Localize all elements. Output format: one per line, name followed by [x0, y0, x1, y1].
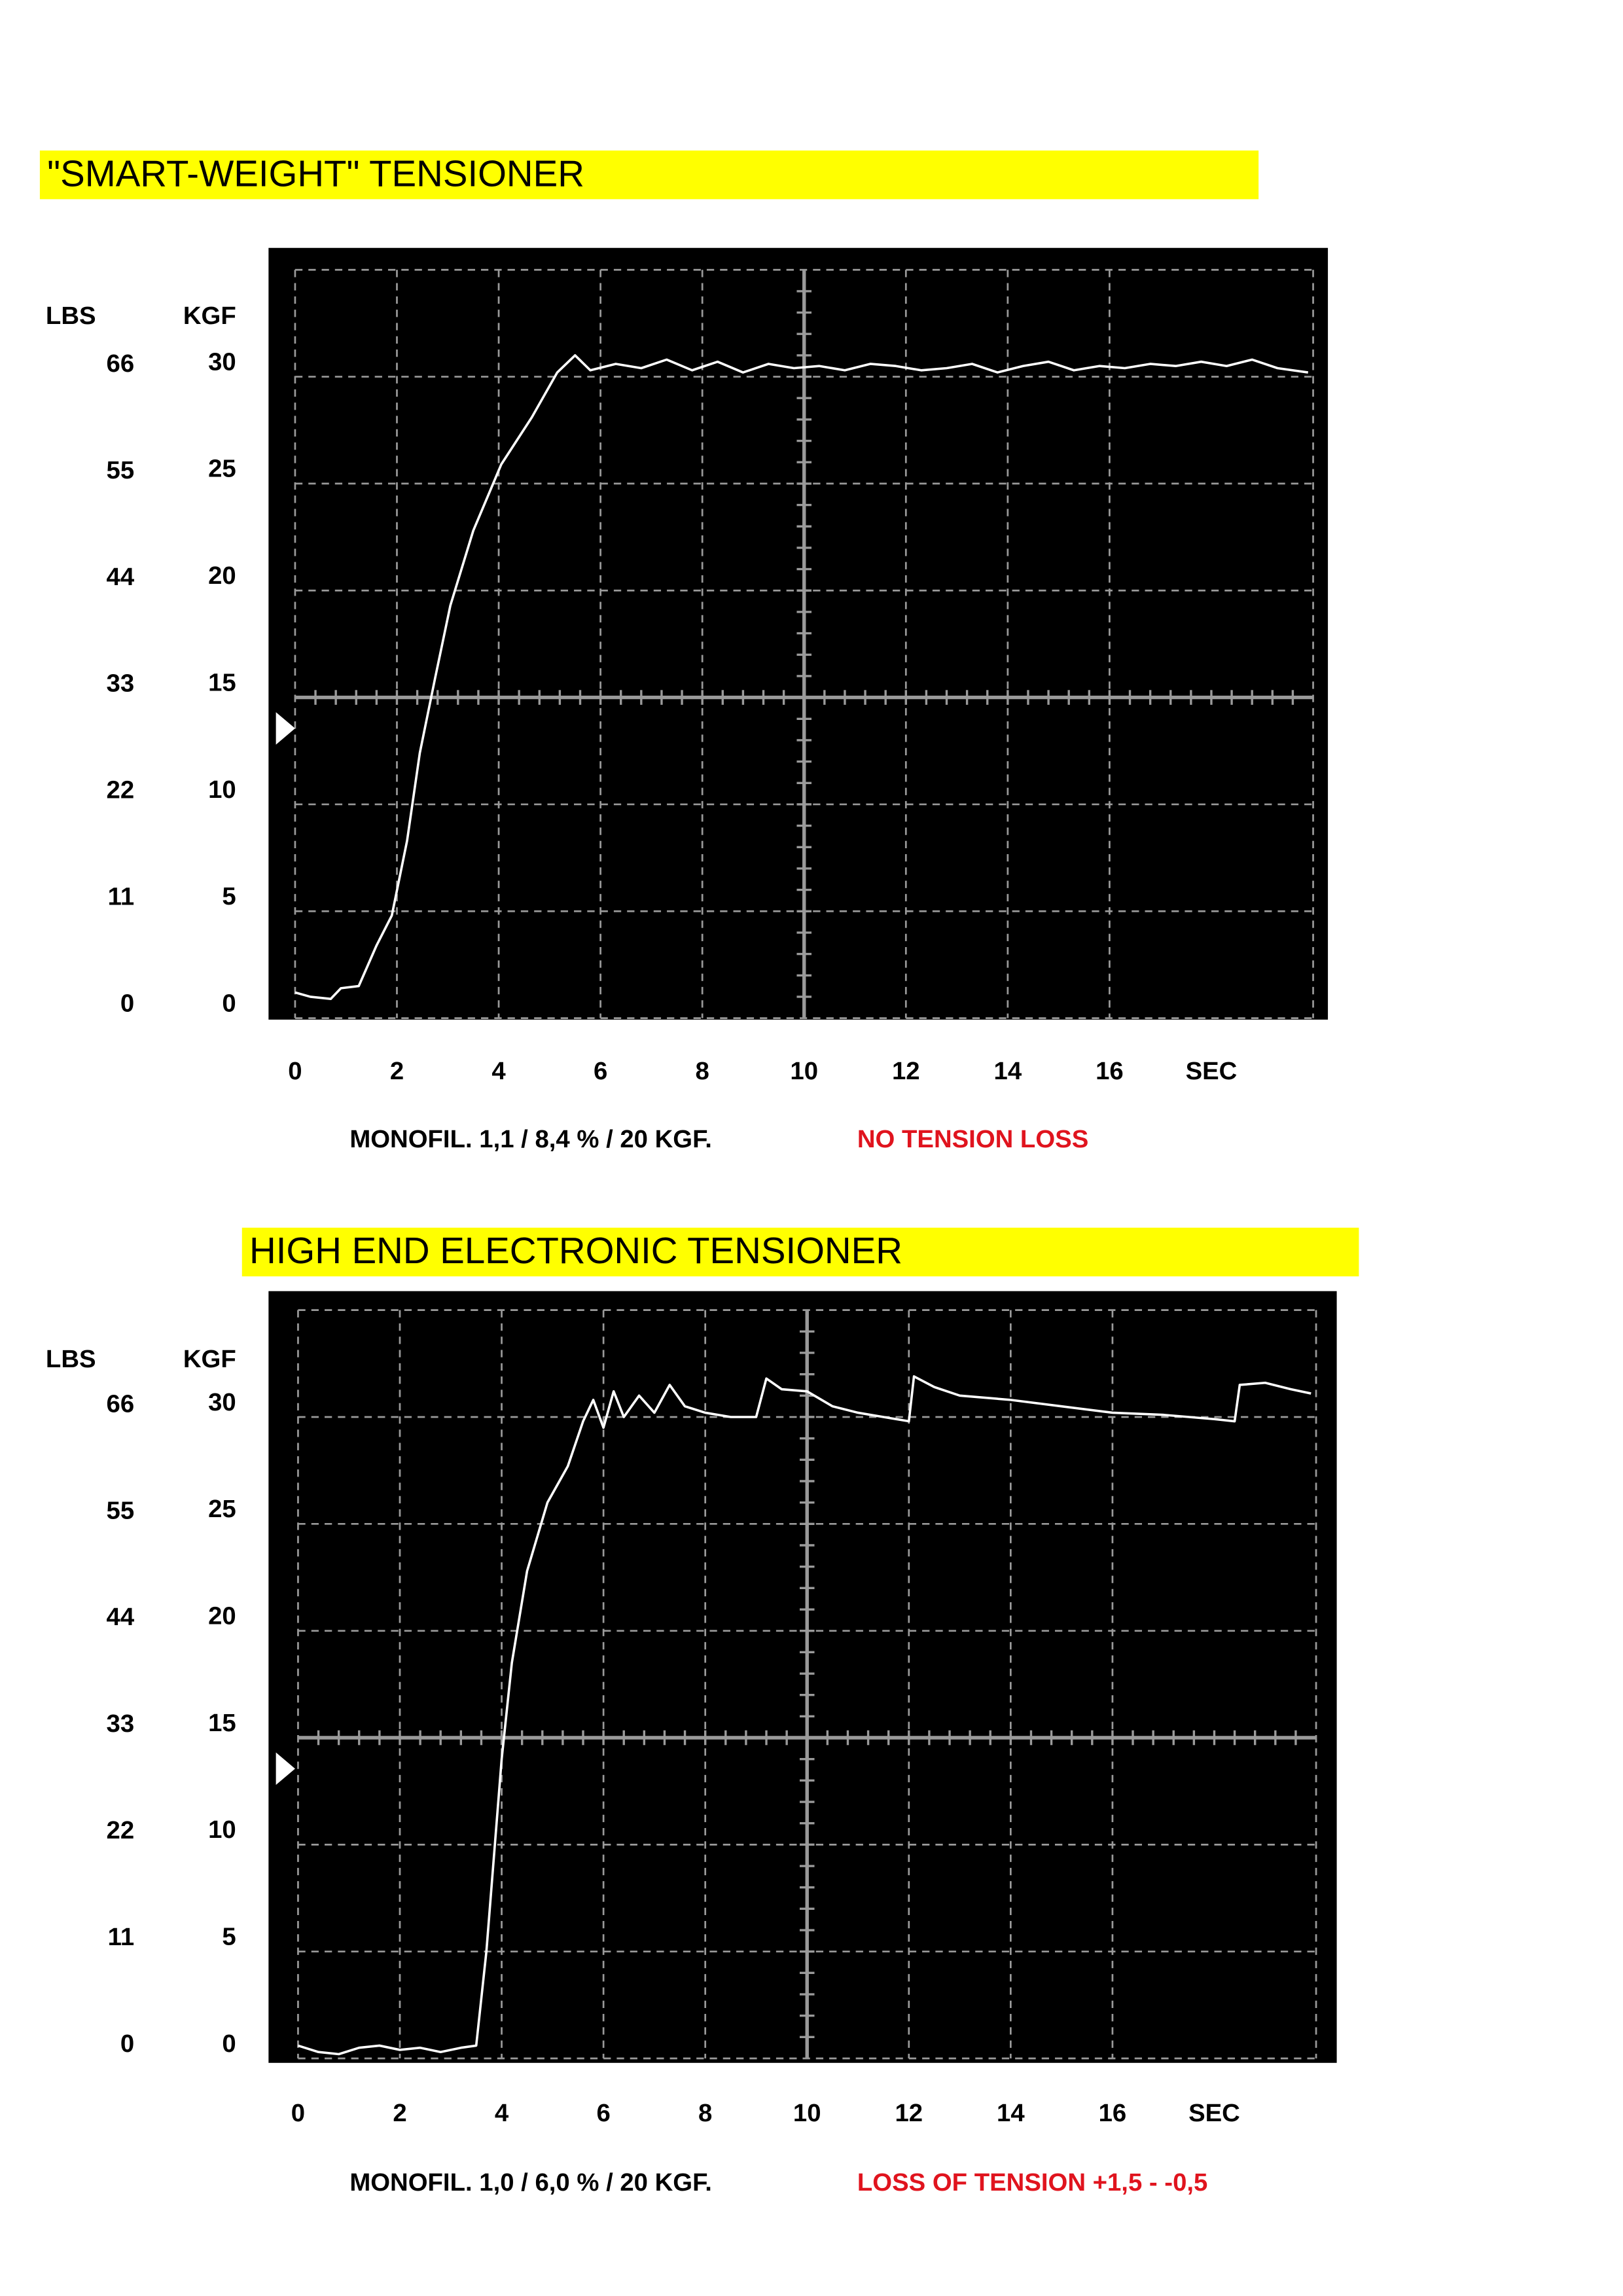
- y2-tick-label: 33: [107, 670, 135, 698]
- x-axis-label: SEC: [1186, 1057, 1238, 1085]
- x-tick-label: 8: [698, 2099, 712, 2127]
- y-tick-label: 5: [222, 882, 236, 910]
- x-tick-label: 4: [491, 1057, 506, 1085]
- y-tick-label: 0: [222, 2030, 236, 2058]
- x-tick-label: 4: [495, 2099, 509, 2127]
- x-tick-label: 10: [793, 2099, 821, 2127]
- x-tick-label: 6: [596, 2099, 610, 2127]
- x-tick-label: 2: [390, 1057, 404, 1085]
- y-tick-label: 20: [208, 562, 236, 590]
- y-tick-label: 25: [208, 1495, 236, 1523]
- note: LOSS OF TENSION +1,5 - -0,5: [857, 2168, 1207, 2197]
- trace: [297, 1375, 1311, 2056]
- y2-tick-label: 22: [107, 1816, 135, 1844]
- y2-tick-label: 44: [107, 563, 135, 591]
- chart-title: "SMART-WEIGHT" TENSIONER: [47, 152, 584, 194]
- note: NO TENSION LOSS: [857, 1125, 1088, 1153]
- y2-tick-label: 55: [107, 456, 135, 484]
- x-tick-label: 16: [1096, 1057, 1124, 1085]
- level-marker: [276, 1752, 295, 1785]
- x-tick-label: 14: [997, 2099, 1025, 2127]
- x-tick-label: 2: [393, 2099, 406, 2127]
- x-tick-label: 14: [994, 1057, 1022, 1085]
- y-tick-label: 15: [208, 668, 236, 696]
- x-tick-label: 0: [291, 2099, 305, 2127]
- y-tick-label: 20: [208, 1602, 236, 1630]
- y-tick-label: 10: [208, 776, 236, 804]
- y-axis-label: KGF: [183, 1345, 236, 1373]
- y-axis-label: KGF: [183, 302, 236, 330]
- caption: MONOFIL. 1,0 / 6,0 % / 20 KGF.: [349, 2168, 712, 2197]
- x-axis-label: SEC: [1188, 2099, 1240, 2127]
- x-tick-label: 16: [1099, 2099, 1127, 2127]
- y2-tick-label: 0: [120, 2030, 134, 2058]
- y2-tick-label: 55: [107, 1496, 135, 1524]
- y2-tick-label: 66: [107, 350, 135, 378]
- y-tick-label: 25: [208, 455, 236, 483]
- y2-axis-label: LBS: [46, 1345, 96, 1373]
- y2-tick-label: 11: [108, 1923, 135, 1951]
- chart-title: HIGH END ELECTRONIC TENSIONER: [249, 1230, 902, 1271]
- x-tick-label: 8: [696, 1057, 709, 1085]
- x-tick-label: 10: [790, 1057, 818, 1085]
- y2-tick-label: 22: [107, 776, 135, 804]
- y-tick-label: 15: [208, 1709, 236, 1737]
- title-bar: [39, 150, 1259, 200]
- x-tick-label: 6: [594, 1057, 607, 1085]
- y2-tick-label: 66: [107, 1390, 135, 1418]
- y-tick-label: 0: [222, 989, 236, 1017]
- y-tick-label: 30: [208, 348, 236, 376]
- y2-tick-label: 11: [108, 883, 135, 911]
- caption: MONOFIL. 1,1 / 8,4 % / 20 KGF.: [349, 1125, 712, 1153]
- level-marker: [276, 712, 295, 745]
- plot-screen: [268, 1291, 1337, 2063]
- title-bar: [241, 1227, 1359, 1277]
- y2-axis-label: LBS: [46, 302, 96, 330]
- y-tick-label: 30: [208, 1388, 236, 1416]
- y2-tick-label: 33: [107, 1710, 135, 1738]
- y2-tick-label: 0: [120, 989, 134, 1017]
- y-tick-label: 10: [208, 1816, 236, 1844]
- x-tick-label: 12: [892, 1057, 920, 1085]
- x-tick-label: 12: [895, 2099, 923, 2127]
- trace: [294, 354, 1309, 1001]
- y-tick-label: 5: [222, 1923, 236, 1951]
- x-tick-label: 0: [288, 1057, 302, 1085]
- y2-tick-label: 44: [107, 1603, 135, 1631]
